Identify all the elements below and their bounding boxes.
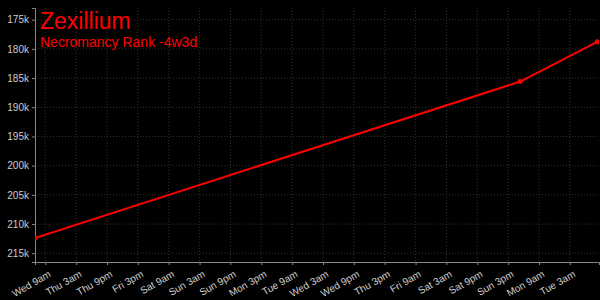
- y-axis: 175k 180k 185k 190k 195k 200k 205k 210k 215k: [7, 9, 35, 263]
- grid-line: [35, 224, 599, 225]
- tick-mark: [32, 20, 35, 21]
- tick-label: 175k: [7, 14, 30, 25]
- tick-label: Mon 3pm: [227, 268, 269, 298]
- axis-line: [32, 9, 36, 263]
- tick-label: 205k: [7, 190, 30, 201]
- tick-mark: [477, 262, 478, 265]
- tick-mark: [32, 195, 35, 196]
- tick: 180k: [7, 44, 35, 55]
- marker: [595, 39, 599, 44]
- title: Zexillium: [40, 8, 131, 34]
- tick-mark: [508, 262, 509, 265]
- background: [0, 0, 600, 300]
- tick-mark: [107, 262, 108, 265]
- tick-mark: [446, 262, 447, 265]
- grid: [35, 8, 599, 262]
- grid-line: [415, 8, 416, 262]
- tick: 175k: [7, 14, 35, 25]
- marker: [35, 236, 38, 241]
- tick-label: Wed 9pm: [319, 268, 361, 299]
- tick-mark: [416, 262, 417, 265]
- tick-mark: [45, 262, 46, 265]
- plot: Wed 9amThu 3amThu 9pmFri 3pmSat 9amSun 3…: [7, 8, 599, 299]
- tick-label: 195k: [7, 131, 30, 142]
- tick-label: 215k: [7, 248, 30, 259]
- tick-mark: [138, 262, 139, 265]
- tick: 200k: [7, 160, 35, 171]
- tick: 215k: [7, 248, 35, 259]
- tick: Thu 3pm: [352, 262, 392, 297]
- grid-line: [35, 194, 599, 195]
- tick-mark: [570, 262, 571, 265]
- grid-line: [292, 8, 293, 262]
- tick: 185k: [7, 73, 35, 84]
- tick-label: Tue 3am: [538, 268, 577, 297]
- tick-mark: [32, 253, 35, 254]
- grid-line: [384, 8, 385, 262]
- marker: [518, 79, 523, 84]
- tick-mark: [32, 136, 35, 137]
- grid-line: [508, 8, 509, 262]
- tick-mark: [169, 262, 170, 265]
- tick-mark: [32, 78, 35, 79]
- grid-line: [35, 165, 599, 166]
- tick: Thu 9pm: [75, 262, 115, 297]
- tick: 190k: [7, 102, 35, 113]
- tick-mark: [32, 49, 35, 50]
- tick-label: Thu 9pm: [75, 268, 115, 297]
- tick: Sat 3am: [416, 262, 454, 296]
- tick-label: 210k: [7, 219, 30, 230]
- grid-line: [35, 107, 599, 108]
- tick-mark: [32, 224, 35, 225]
- tick: 210k: [7, 219, 35, 230]
- tick-label: 180k: [7, 44, 30, 55]
- tick-label: 200k: [7, 160, 30, 171]
- tick-label: Mon 9am: [505, 268, 547, 298]
- grid-line: [35, 253, 599, 254]
- tick-mark: [261, 262, 262, 265]
- tick-mark: [200, 262, 201, 265]
- grid-line: [35, 136, 599, 137]
- series: [35, 39, 599, 240]
- tick: 205k: [7, 190, 35, 201]
- grid-line: [35, 78, 599, 79]
- tick-mark: [230, 262, 231, 265]
- tick-mark: [292, 262, 293, 265]
- tick-mark: [76, 262, 77, 265]
- tick-label: Wed 9am: [10, 268, 52, 299]
- tick-label: Thu 3pm: [352, 268, 392, 297]
- tick-mark: [32, 166, 35, 167]
- axis-line: [36, 263, 600, 266]
- subtitle: Necromancy Rank -4w3d: [40, 34, 197, 50]
- grid-line: [199, 8, 200, 262]
- tick-label: Sat 3am: [416, 268, 454, 296]
- tick: 195k: [7, 131, 35, 142]
- tick-label: 190k: [7, 102, 30, 113]
- tick-label: 185k: [7, 73, 30, 84]
- x-axis: Wed 9amThu 3amThu 9pmFri 3pmSat 9amSun 3…: [10, 262, 599, 299]
- tick: Tue 3am: [538, 262, 577, 297]
- tick-mark: [385, 262, 386, 265]
- line: [35, 42, 597, 238]
- chart: Wed 9amThu 3amThu 9pmFri 3pmSat 9amSun 3…: [0, 0, 600, 300]
- tick-mark: [32, 107, 35, 108]
- tick-mark: [354, 262, 355, 265]
- tick-mark: [323, 262, 324, 265]
- tick-mark: [539, 262, 540, 265]
